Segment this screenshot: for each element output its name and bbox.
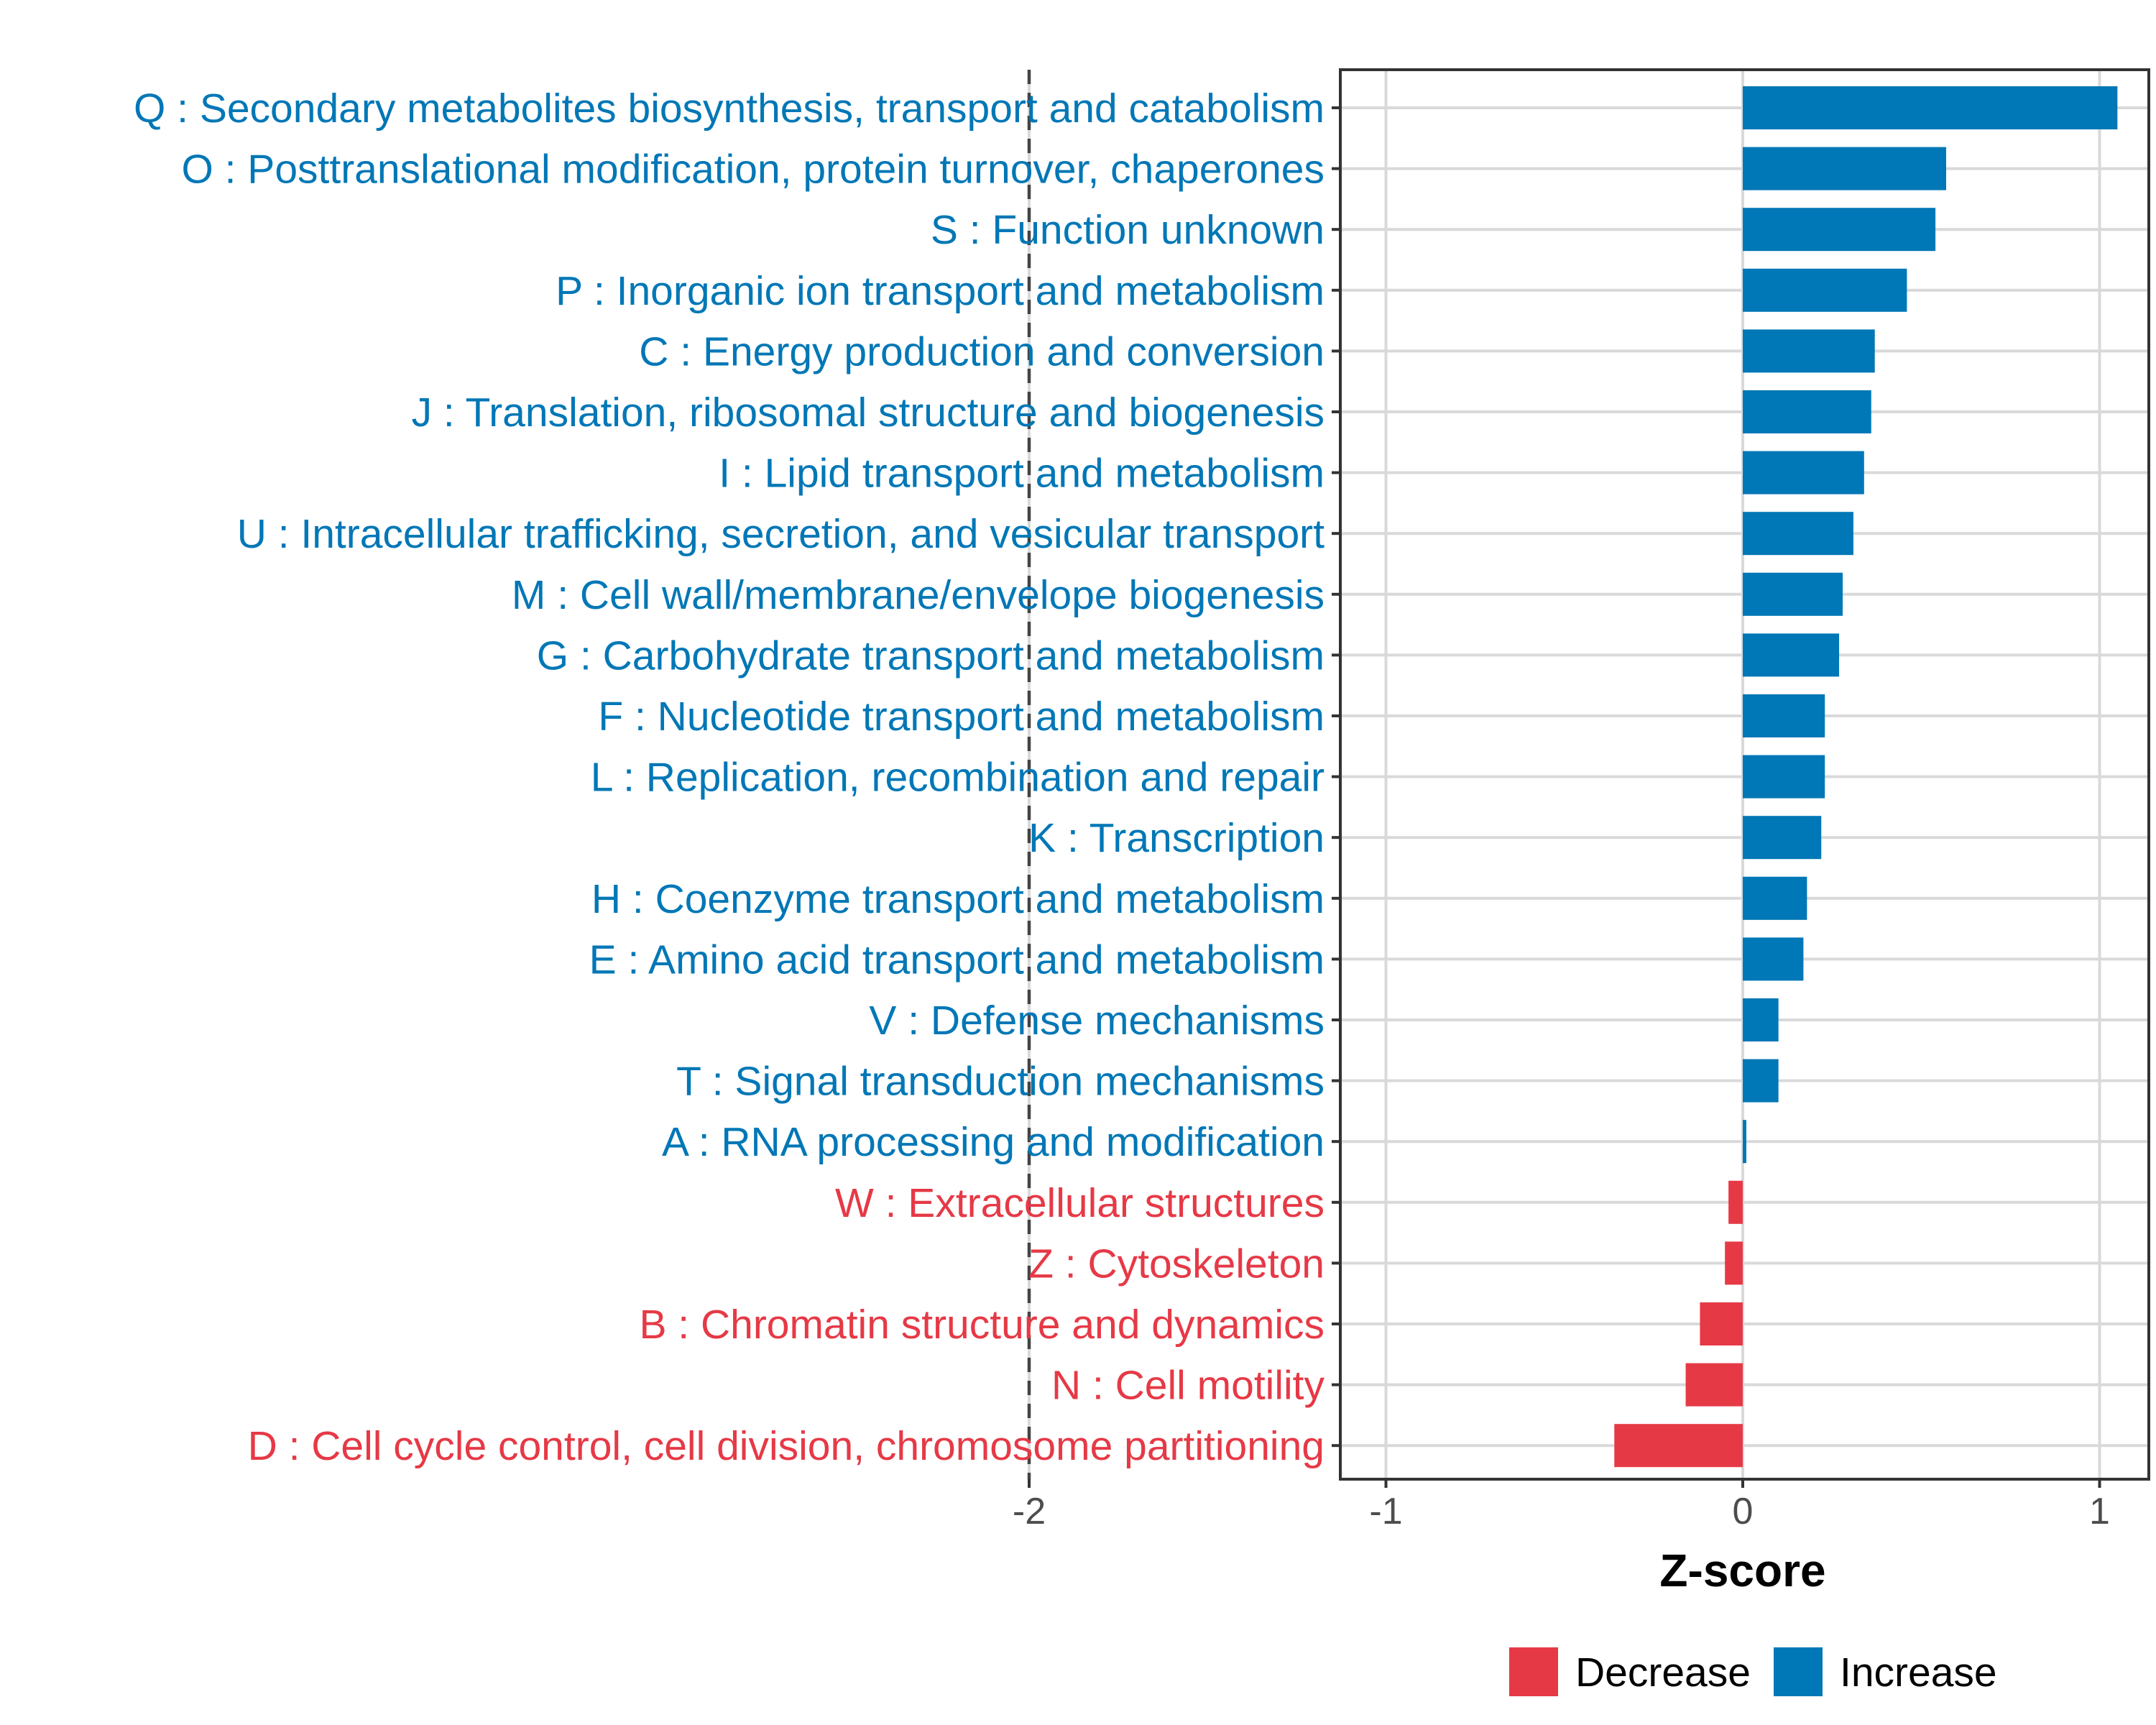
category-label: T : Signal transduction mechanisms (676, 1059, 1325, 1105)
bar (1743, 451, 1864, 494)
category-label: I : Lipid transport and metabolism (719, 451, 1325, 497)
legend: Decrease Increase (1509, 1647, 1997, 1696)
bar (1743, 329, 1875, 373)
category-label: V : Defense mechanisms (869, 998, 1325, 1044)
bar (1743, 816, 1822, 860)
bar (1743, 208, 1936, 252)
category-label: A : RNA processing and modification (662, 1119, 1325, 1165)
category-label: P : Inorganic ion transport and metaboli… (556, 268, 1325, 314)
bars-layer (1614, 86, 2118, 1468)
category-label: S : Function unknown (931, 207, 1325, 253)
x-tick-label: -2 (1013, 1491, 1046, 1532)
category-label: D : Cell cycle control, cell division, c… (248, 1423, 1325, 1469)
bar (1685, 1363, 1743, 1407)
category-labels: Q : Secondary metabolites biosynthesis, … (134, 86, 1325, 1469)
category-label: O : Posttranslational modification, prot… (181, 147, 1325, 193)
legend-label-increase: Increase (1840, 1650, 1997, 1696)
category-label: W : Extracellular structures (835, 1180, 1325, 1226)
x-axis: -2-1012 (1013, 68, 2150, 1532)
x-tick-label: 0 (1733, 1491, 1754, 1532)
bar (1743, 390, 1871, 433)
bar (1700, 1302, 1743, 1346)
category-label: L : Replication, recombination and repai… (591, 755, 1325, 801)
bar (1743, 937, 1804, 981)
category-label: M : Cell wall/membrane/envelope biogenes… (512, 572, 1325, 618)
category-label: B : Chromatin structure and dynamics (639, 1302, 1325, 1348)
legend-swatch-increase (1774, 1647, 1823, 1696)
legend-label-decrease: Decrease (1575, 1650, 1751, 1696)
category-label: C : Energy production and conversion (639, 328, 1325, 374)
bar (1728, 1180, 1743, 1224)
x-tick-label: -1 (1369, 1491, 1402, 1532)
category-label: Q : Secondary metabolites biosynthesis, … (134, 86, 1325, 132)
x-axis-title: Z-score (1659, 1545, 1825, 1596)
bar (1743, 755, 1825, 799)
category-label: U : Intracellular trafficking, secretion… (237, 511, 1325, 557)
bar (1614, 1424, 1743, 1468)
bar (1743, 147, 1947, 190)
category-label: N : Cell motility (1051, 1363, 1325, 1409)
bar (1743, 1059, 1779, 1103)
category-label: J : Translation, ribosomal structure and… (412, 390, 1325, 436)
bar (1743, 268, 1907, 312)
category-label: F : Nucleotide transport and metabolism (598, 694, 1325, 740)
bar (1743, 998, 1779, 1041)
bar (1743, 86, 2118, 129)
category-label: H : Coenzyme transport and metabolism (591, 876, 1325, 922)
x-tick-label: 1 (2089, 1491, 2110, 1532)
panel-border (1339, 68, 2150, 1481)
category-label: K : Transcription (1028, 815, 1325, 861)
bar (1725, 1241, 1743, 1285)
bar (1743, 1120, 1746, 1164)
category-label: G : Carbohydrate transport and metabolis… (537, 632, 1325, 678)
bar (1743, 633, 1840, 677)
category-label: Z : Cytoskeleton (1028, 1241, 1325, 1287)
legend-swatch-decrease (1509, 1647, 1558, 1696)
bar (1743, 694, 1825, 737)
bar (1743, 512, 1853, 556)
bar (1743, 876, 1807, 920)
bar (1743, 572, 1843, 616)
category-label: E : Amino acid transport and metabolism (589, 937, 1325, 983)
